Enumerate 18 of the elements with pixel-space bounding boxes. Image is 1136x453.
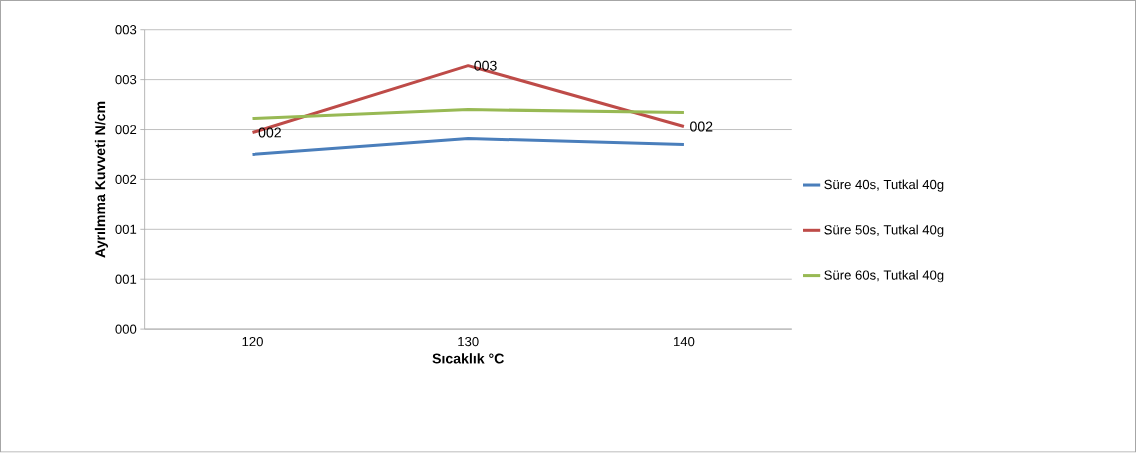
y-tick-label: 003 [115, 25, 137, 35]
x-tick-label: 130 [458, 337, 479, 347]
legend-label: Süre 50s, Tutkal 40g [824, 225, 944, 238]
y-tick-label: 003 [115, 75, 137, 85]
y-axis-title: Ayrılmma Kuvveti N/cm [94, 101, 108, 258]
data-label: 002 [690, 121, 713, 132]
y-tick-label: 002 [115, 125, 137, 135]
x-tick-label: 120 [242, 337, 263, 347]
data-label: 002 [258, 127, 281, 138]
y-tick-label: 002 [115, 174, 137, 185]
x-axis-title: Sıcaklık °C [432, 353, 504, 364]
y-tick-label: 000 [115, 324, 137, 334]
y-tick-label: 001 [115, 224, 137, 235]
data-label: 003 [474, 60, 497, 71]
x-tick-label: 140 [673, 337, 695, 347]
legend-label: Süre 40s, Tutkal 40g [824, 179, 944, 192]
y-tick-label: 001 [115, 274, 137, 285]
legend-label: Süre 60s, Tutkal 40g [824, 270, 944, 283]
